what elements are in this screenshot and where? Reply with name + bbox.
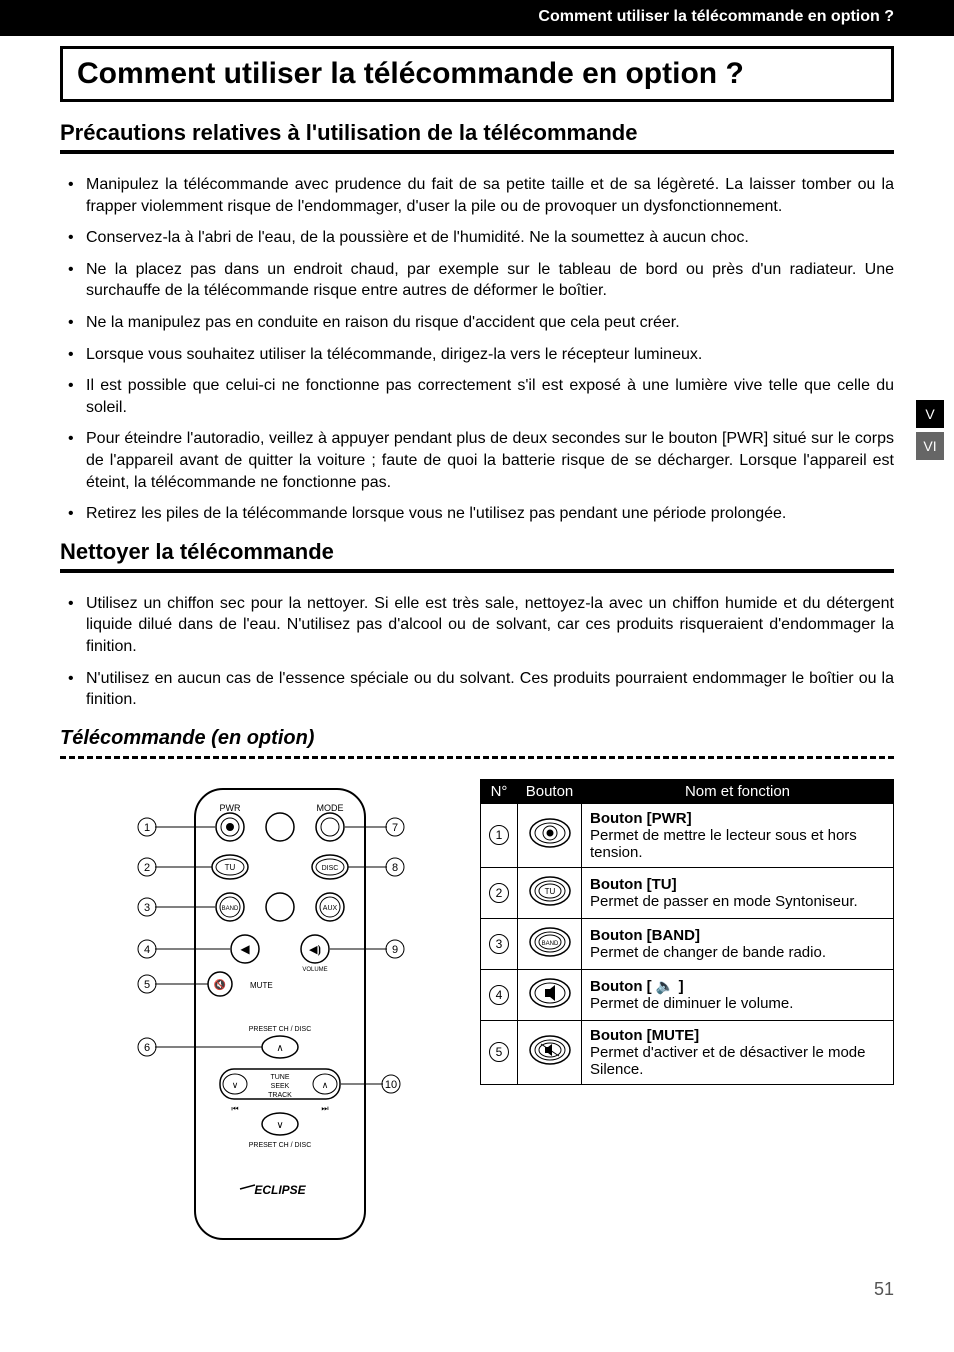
- svg-text:3: 3: [144, 902, 150, 914]
- svg-text:∨: ∨: [232, 1080, 239, 1090]
- table-row: 1 Bouton [PWR]Permet de mettre le lecteu…: [481, 803, 894, 867]
- table-row: 4 Bouton [ 🔈 ]Permet de diminuer le volu…: [481, 969, 894, 1020]
- list-item: Conservez-la à l'abri de l'eau, de la po…: [86, 227, 894, 249]
- tab-vi[interactable]: VI: [916, 432, 944, 460]
- svg-text:ECLIPSE: ECLIPSE: [254, 1183, 306, 1197]
- list-item: Retirez les piles de la télécommande lor…: [86, 503, 894, 525]
- row-num: 5: [489, 1042, 509, 1062]
- side-tabs: V VI: [916, 400, 944, 464]
- svg-text:AUX: AUX: [323, 905, 338, 912]
- svg-text:SEEK: SEEK: [271, 1083, 290, 1090]
- tu-button-icon: TU: [518, 867, 582, 918]
- mute-button-icon: [518, 1020, 582, 1084]
- row-name: Bouton [TU]: [590, 876, 677, 893]
- row-desc: Permet de diminuer le volume.: [590, 995, 793, 1012]
- row-name: Bouton [PWR]: [590, 810, 692, 827]
- svg-text:MUTE: MUTE: [250, 981, 273, 990]
- list-item: Manipulez la télécommande avec prudence …: [86, 174, 894, 217]
- remote-svg: PWR MODE TU DISC BAND: [105, 779, 405, 1249]
- svg-text:7: 7: [392, 822, 398, 834]
- svg-text:BAND: BAND: [222, 906, 239, 912]
- svg-text:2: 2: [144, 862, 150, 874]
- voldown-button-icon: [518, 969, 582, 1020]
- button-table: N° Bouton Nom et fonction 1 Bouton [PWR]…: [480, 779, 894, 1085]
- remote-subheading: Télécommande (en option): [60, 727, 894, 756]
- list-item: Ne la placez pas dans un endroit chaud, …: [86, 259, 894, 302]
- list-item: Il est possible que celui-ci ne fonction…: [86, 375, 894, 418]
- section1-heading: Précautions relatives à l'utilisation de…: [60, 120, 894, 154]
- table-row: 3 BAND Bouton [BAND]Permet de changer de…: [481, 918, 894, 969]
- row-num: 4: [489, 985, 509, 1005]
- svg-text:⏭: ⏭: [321, 1104, 328, 1113]
- dashed-divider: [60, 756, 894, 759]
- row-num: 2: [489, 883, 509, 903]
- svg-text:6: 6: [144, 1042, 150, 1054]
- svg-text:4: 4: [144, 944, 150, 956]
- row-num: 1: [489, 825, 509, 845]
- svg-text:8: 8: [392, 862, 398, 874]
- band-button-icon: BAND: [518, 918, 582, 969]
- svg-text:5: 5: [144, 979, 150, 991]
- section1-list: Manipulez la télécommande avec prudence …: [60, 174, 894, 525]
- svg-text:PWR: PWR: [220, 803, 241, 813]
- svg-text:TUNE: TUNE: [270, 1074, 289, 1081]
- row-name: Bouton [BAND]: [590, 927, 700, 944]
- list-item: Pour éteindre l'autoradio, veillez à app…: [86, 428, 894, 493]
- svg-text:PRESET CH / DISC: PRESET CH / DISC: [249, 1026, 312, 1033]
- svg-text:1: 1: [144, 822, 150, 834]
- svg-text:PRESET CH / DISC: PRESET CH / DISC: [249, 1142, 312, 1149]
- svg-text:BAND: BAND: [541, 941, 558, 947]
- th-num: N°: [481, 779, 518, 803]
- svg-text:◀: ◀: [240, 942, 250, 956]
- row-desc: Permet de changer de bande radio.: [590, 944, 826, 961]
- row-name: Bouton [ 🔈 ]: [590, 978, 684, 995]
- page-title: Comment utiliser la télécommande en opti…: [60, 46, 894, 102]
- list-item: Lorsque vous souhaitez utiliser la téléc…: [86, 344, 894, 366]
- list-item: Ne la manipulez pas en conduite en raiso…: [86, 312, 894, 334]
- svg-text:∨: ∨: [276, 1120, 283, 1131]
- row-desc: Permet de passer en mode Syntoniseur.: [590, 893, 858, 910]
- svg-text:DISC: DISC: [322, 865, 339, 872]
- th-button: Bouton: [518, 779, 582, 803]
- svg-text:TRACK: TRACK: [268, 1092, 292, 1099]
- svg-text:◀⦘: ◀⦘: [309, 944, 321, 956]
- svg-text:MODE: MODE: [317, 803, 344, 813]
- remote-diagram: PWR MODE TU DISC BAND: [60, 779, 450, 1249]
- page-number: 51: [0, 1249, 954, 1320]
- svg-text:∧: ∧: [322, 1080, 329, 1090]
- svg-text:🔇: 🔇: [214, 978, 226, 991]
- tab-v[interactable]: V: [916, 400, 944, 428]
- header-breadcrumb: Comment utiliser la télécommande en opti…: [0, 0, 954, 36]
- svg-text:TU: TU: [544, 887, 555, 896]
- list-item: Utilisez un chiffon sec pour la nettoyer…: [86, 593, 894, 658]
- pwr-button-icon: [518, 803, 582, 867]
- svg-text:VOLUME: VOLUME: [302, 967, 327, 973]
- row-name: Bouton [MUTE]: [590, 1027, 699, 1044]
- svg-text:9: 9: [392, 944, 398, 956]
- svg-text:⏮: ⏮: [231, 1104, 238, 1113]
- svg-text:TU: TU: [225, 863, 236, 872]
- table-row: 2 TU Bouton [TU]Permet de passer en mode…: [481, 867, 894, 918]
- svg-text:10: 10: [385, 1079, 397, 1091]
- list-item: N'utilisez en aucun cas de l'essence spé…: [86, 668, 894, 711]
- row-desc: Permet d'activer et de désactiver le mod…: [590, 1044, 866, 1078]
- svg-text:∧: ∧: [276, 1043, 283, 1054]
- th-desc: Nom et fonction: [582, 779, 894, 803]
- section2-list: Utilisez un chiffon sec pour la nettoyer…: [60, 593, 894, 711]
- table-row: 5 Bouton [MUTE]Permet d'activer et de dé…: [481, 1020, 894, 1084]
- row-num: 3: [489, 934, 509, 954]
- section2-heading: Nettoyer la télécommande: [60, 539, 894, 573]
- row-desc: Permet de mettre le lecteur sous et hors…: [590, 827, 857, 861]
